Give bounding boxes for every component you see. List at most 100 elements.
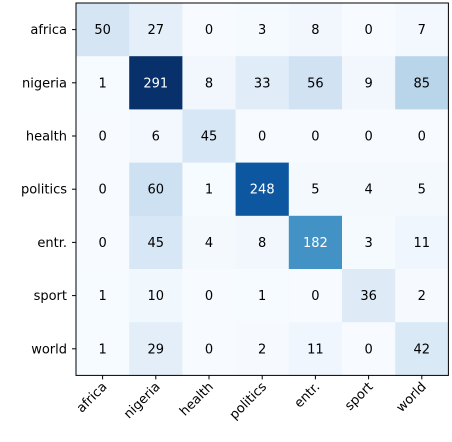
heatmap-cell bbox=[342, 56, 396, 110]
heatmap-cell bbox=[235, 322, 290, 376]
cell-value-label: 0 bbox=[205, 289, 213, 304]
heatmap-value-labels: 50 27 0 3 8 0 71 291 8 33 56 9 850 6 45 0 0 0 00 60 1 248 5 4 50… bbox=[94, 23, 430, 357]
heatmap-cell bbox=[182, 269, 236, 323]
cell-value-label: 0 bbox=[205, 342, 213, 357]
heatmap-cell bbox=[76, 162, 130, 217]
x-tick-label: health bbox=[177, 380, 217, 420]
heatmap-cell bbox=[235, 56, 290, 110]
heatmap-cell bbox=[182, 56, 236, 110]
cell-value-label: 33 bbox=[254, 76, 271, 91]
heatmap-cell bbox=[76, 56, 130, 110]
x-axis-ticks: africa nigeria health politics entr. sport wor… bbox=[74, 375, 430, 423]
heatmap-cell bbox=[288, 215, 343, 270]
heatmap-cell bbox=[235, 109, 290, 163]
cell-value-label: 10 bbox=[148, 289, 165, 304]
heatmap-cell bbox=[182, 3, 236, 57]
heatmap-cell bbox=[235, 215, 290, 270]
heatmap-cell bbox=[395, 109, 449, 163]
heatmap-cell bbox=[342, 109, 396, 163]
cell-value-label: 4 bbox=[364, 183, 372, 198]
heatmap-cell bbox=[342, 322, 396, 376]
heatmap-cell bbox=[395, 322, 449, 376]
cell-value-label: 6 bbox=[152, 130, 160, 145]
cell-value-label: 0 bbox=[311, 130, 319, 145]
heatmap-cell bbox=[288, 3, 343, 57]
heatmap-cell bbox=[76, 3, 130, 57]
x-tick-label: africa bbox=[74, 380, 111, 417]
cell-value-label: 0 bbox=[364, 130, 372, 145]
cell-value-label: 42 bbox=[414, 342, 431, 357]
cell-value-label: 29 bbox=[148, 342, 165, 357]
heatmap-cell bbox=[129, 269, 183, 323]
cell-value-label: 1 bbox=[205, 183, 213, 198]
cell-value-label: 3 bbox=[258, 23, 266, 38]
heatmap-cell bbox=[235, 3, 290, 57]
heatmap-cell bbox=[342, 269, 396, 323]
cell-value-label: 1 bbox=[258, 289, 266, 304]
x-tick-label: entr. bbox=[292, 380, 324, 412]
cell-value-label: 291 bbox=[143, 76, 168, 91]
cell-value-label: 11 bbox=[414, 236, 431, 251]
y-axis-ticks: africa nigeria health politics entr. sport wor… bbox=[21, 23, 76, 357]
y-tick-label: politics bbox=[21, 183, 67, 198]
cell-value-label: 8 bbox=[205, 76, 213, 91]
x-tick-label: world bbox=[394, 380, 430, 416]
y-tick-label: health bbox=[26, 130, 67, 145]
heatmap-cell bbox=[395, 215, 449, 270]
heatmap-cell bbox=[288, 322, 343, 376]
cell-value-label: 56 bbox=[307, 76, 324, 91]
cell-value-label: 5 bbox=[311, 183, 319, 198]
cell-value-label: 1 bbox=[98, 289, 106, 304]
heatmap-cell bbox=[288, 109, 343, 163]
y-tick-label: entr. bbox=[37, 236, 67, 251]
cell-value-label: 0 bbox=[98, 130, 106, 145]
heatmap-cell bbox=[288, 56, 343, 110]
cell-value-label: 8 bbox=[311, 23, 319, 38]
heatmap-cell bbox=[76, 215, 130, 270]
heatmap-cell bbox=[129, 56, 183, 110]
heatmap-cell bbox=[235, 162, 290, 217]
heatmap-cell bbox=[395, 3, 449, 57]
cell-value-label: 2 bbox=[258, 342, 266, 357]
x-tick-label: sport bbox=[342, 380, 376, 414]
heatmap-cells bbox=[76, 3, 449, 376]
y-tick-label: nigeria bbox=[22, 76, 67, 91]
cell-value-label: 0 bbox=[98, 236, 106, 251]
cell-value-label: 36 bbox=[360, 289, 377, 304]
heatmap-cell bbox=[182, 215, 236, 270]
y-tick-label: world bbox=[31, 342, 67, 357]
heatmap-cell bbox=[342, 162, 396, 217]
cell-value-label: 0 bbox=[98, 183, 106, 198]
x-tick-label: politics bbox=[227, 379, 270, 422]
heatmap-cell bbox=[342, 3, 396, 57]
cell-value-label: 27 bbox=[148, 23, 165, 38]
cell-value-label: 0 bbox=[364, 23, 372, 38]
heatmap-cell bbox=[395, 56, 449, 110]
cell-value-label: 9 bbox=[364, 76, 372, 91]
heatmap-cell bbox=[342, 215, 396, 270]
heatmap-cell bbox=[395, 162, 449, 217]
cell-value-label: 7 bbox=[418, 23, 426, 38]
heatmap-cell bbox=[235, 269, 290, 323]
heatmap-cell bbox=[129, 322, 183, 376]
x-tick-label: nigeria bbox=[121, 380, 163, 422]
cell-value-label: 8 bbox=[258, 236, 266, 251]
cell-value-label: 0 bbox=[205, 23, 213, 38]
heatmap-cell bbox=[129, 162, 183, 217]
cell-value-label: 85 bbox=[414, 76, 431, 91]
cell-value-label: 4 bbox=[205, 236, 213, 251]
heatmap-cell bbox=[129, 215, 183, 270]
cell-value-label: 0 bbox=[364, 342, 372, 357]
heatmap-cell bbox=[182, 109, 236, 163]
cell-value-label: 248 bbox=[250, 183, 275, 198]
heatmap-cell bbox=[288, 269, 343, 323]
cell-value-label: 1 bbox=[98, 342, 106, 357]
cell-value-label: 0 bbox=[258, 130, 266, 145]
heatmap-cell bbox=[395, 269, 449, 323]
cell-value-label: 60 bbox=[148, 183, 165, 198]
cell-value-label: 0 bbox=[418, 130, 426, 145]
cell-value-label: 45 bbox=[201, 130, 218, 145]
heatmap-cell bbox=[182, 322, 236, 376]
